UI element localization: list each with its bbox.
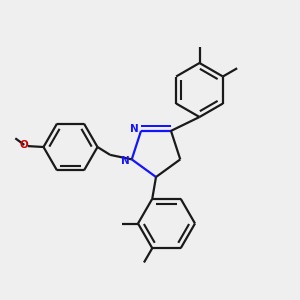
Text: O: O — [20, 140, 29, 150]
Text: N: N — [121, 156, 130, 166]
Text: N: N — [130, 124, 139, 134]
